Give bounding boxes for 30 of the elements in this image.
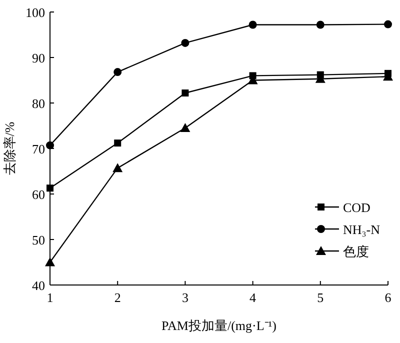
y-tick-label: 40 xyxy=(32,278,45,293)
y-tick-label: 100 xyxy=(26,5,45,20)
legend-label: 色度 xyxy=(343,244,369,259)
point xyxy=(181,38,190,47)
y-axis-title: 去除率/% xyxy=(2,122,17,176)
y-tick-label: 50 xyxy=(32,232,45,248)
point xyxy=(248,20,257,29)
point xyxy=(114,140,122,147)
x-axis-title: PAM投加量/(mg·L⁻¹) xyxy=(161,318,277,333)
point xyxy=(114,68,122,76)
legend-label: NH₃-N xyxy=(343,222,381,237)
point xyxy=(182,89,189,96)
x-tick-label: 3 xyxy=(182,290,188,305)
x-tick-label: 6 xyxy=(384,290,392,305)
point xyxy=(46,141,54,150)
y-tick-label: 70 xyxy=(32,142,45,156)
x-tick-label: 2 xyxy=(114,290,121,305)
point xyxy=(316,20,324,29)
y-tick-label: 80 xyxy=(32,96,45,111)
x-tick-label: 1 xyxy=(46,290,54,305)
point xyxy=(180,123,190,132)
x-tick-label: 5 xyxy=(317,290,324,305)
y-tick-label: 60 xyxy=(32,187,45,202)
x-tick-label: 4 xyxy=(250,290,257,305)
legend-label: COD xyxy=(343,200,370,215)
point xyxy=(46,184,54,192)
y-tick-label: 90 xyxy=(32,50,45,66)
point xyxy=(45,257,55,266)
point xyxy=(112,163,123,172)
point xyxy=(384,20,392,28)
